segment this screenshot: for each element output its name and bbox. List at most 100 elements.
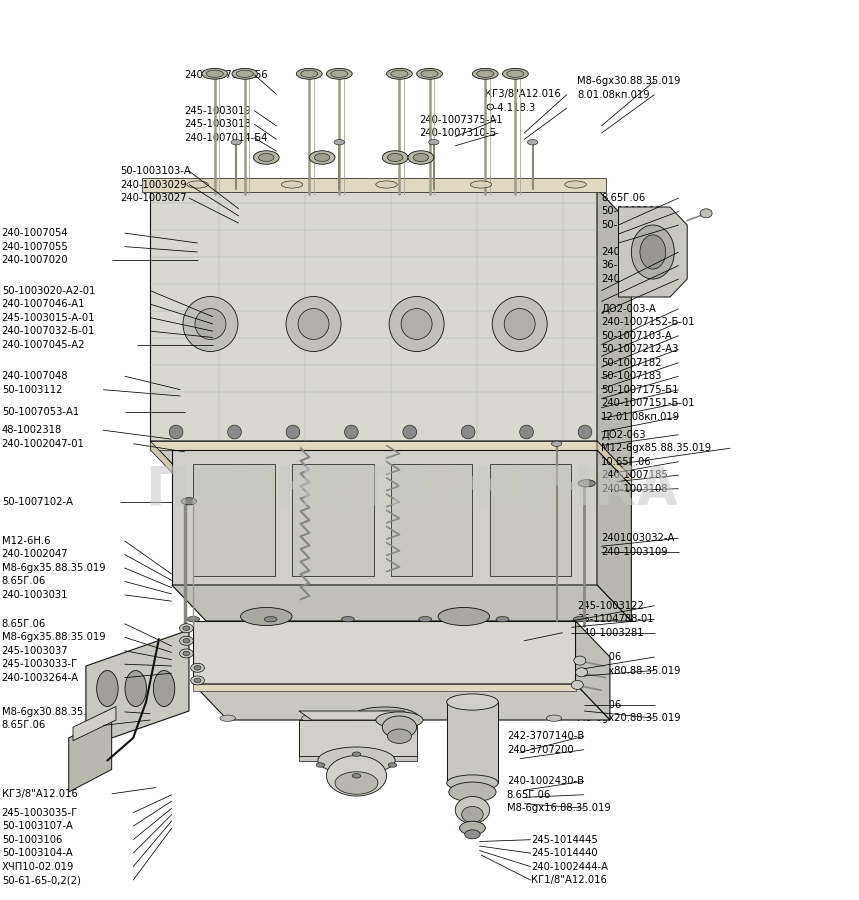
Text: 2,5х10: 2,5х10 [481,627,515,638]
Polygon shape [150,189,597,441]
Circle shape [169,425,183,439]
Ellipse shape [183,652,190,655]
Text: 245-1003015-А-01: 245-1003015-А-01 [2,312,95,323]
Ellipse shape [574,656,586,665]
Text: 50-1003107-А: 50-1003107-А [2,821,73,832]
Ellipse shape [477,70,494,77]
Text: Ф-4.118.3: Ф-4.118.3 [485,103,535,113]
Polygon shape [73,706,116,741]
Text: КГ3/8"А12.016: КГ3/8"А12.016 [2,788,77,799]
Ellipse shape [408,150,434,164]
Polygon shape [193,621,576,684]
Text: М8-6gх35.88.35.019: М8-6gх35.88.35.019 [2,632,106,643]
Ellipse shape [376,181,397,188]
Text: КГ1/8"А12.016: КГ1/8"А12.016 [531,875,606,886]
Ellipse shape [573,616,586,622]
Text: 245-1003033-Г: 245-1003033-Г [2,659,78,670]
Ellipse shape [232,68,258,79]
Ellipse shape [419,616,431,622]
Text: 240-1003109: 240-1003109 [601,546,668,557]
Ellipse shape [472,68,498,79]
Text: 240-1003037: 240-1003037 [601,247,667,257]
Ellipse shape [206,70,223,77]
Ellipse shape [388,762,397,767]
Ellipse shape [376,712,423,728]
Text: 240-1007185: 240-1007185 [601,470,668,481]
Polygon shape [391,464,472,576]
Text: 50-61-65-0,2(2): 50-61-65-0,2(2) [2,875,81,886]
Text: 240-1003108: 240-1003108 [601,483,667,494]
Polygon shape [299,720,312,756]
Text: 240-1003281: 240-1003281 [601,274,668,284]
Text: 240-1003027: 240-1003027 [120,193,187,203]
Text: 240-1007015-Б6: 240-1007015-Б6 [185,69,268,80]
Ellipse shape [331,70,348,77]
Ellipse shape [180,649,193,658]
Ellipse shape [382,716,417,738]
Ellipse shape [383,715,399,722]
Ellipse shape [497,616,509,622]
Ellipse shape [465,715,480,722]
Ellipse shape [507,70,524,77]
Polygon shape [299,756,417,760]
Ellipse shape [455,796,490,824]
Ellipse shape [180,624,193,633]
Circle shape [183,296,238,352]
Text: 50-1007103-А: 50-1007103-А [601,330,673,341]
Text: 12.01.08кп.019: 12.01.08кп.019 [601,411,680,422]
Text: 8.65Г.06: 8.65Г.06 [601,193,646,203]
Text: ДО2-063: ДО2-063 [601,429,646,440]
Polygon shape [142,178,606,192]
Polygon shape [597,441,631,486]
Ellipse shape [231,140,241,145]
Polygon shape [576,621,610,720]
Ellipse shape [352,752,361,756]
Ellipse shape [334,140,344,145]
Ellipse shape [194,666,201,670]
Text: 50-1003103-А: 50-1003103-А [120,166,191,176]
Polygon shape [299,720,417,756]
Text: ХЧП10-02.019: ХЧП10-02.019 [2,861,74,872]
Ellipse shape [391,70,408,77]
Ellipse shape [546,715,562,722]
Ellipse shape [460,822,485,835]
Text: 8.65Г.06: 8.65Г.06 [2,576,46,587]
Text: 240-1002047: 240-1002047 [2,549,69,560]
Text: 8.01.08кп.019: 8.01.08кп.019 [577,89,650,100]
Text: 2401003032-А: 2401003032-А [601,533,674,544]
Ellipse shape [335,772,378,795]
Ellipse shape [551,441,562,446]
Ellipse shape [350,707,419,729]
Circle shape [492,296,547,352]
Ellipse shape [309,150,335,164]
Ellipse shape [527,140,538,145]
Text: 242-3707140-В: 242-3707140-В [507,731,584,742]
Circle shape [298,309,329,339]
Ellipse shape [449,782,497,802]
Ellipse shape [253,150,279,164]
Ellipse shape [318,747,395,774]
Text: 50-1003104-А: 50-1003104-А [2,848,72,859]
Ellipse shape [180,636,193,645]
Ellipse shape [326,755,387,796]
Ellipse shape [265,616,277,622]
Polygon shape [618,207,687,297]
Text: 240-1007032-Б-01: 240-1007032-Б-01 [2,326,95,337]
Polygon shape [150,441,185,486]
Text: 50-1003119: 50-1003119 [601,206,661,217]
Text: 245-1003122: 245-1003122 [577,600,644,611]
Ellipse shape [296,68,322,79]
Ellipse shape [342,616,355,622]
Ellipse shape [382,150,408,164]
Circle shape [403,425,417,439]
Ellipse shape [183,639,190,643]
Ellipse shape [571,680,583,689]
Ellipse shape [462,806,483,823]
Text: 8.65Г.06: 8.65Г.06 [577,652,622,662]
Ellipse shape [181,498,197,505]
Ellipse shape [314,154,330,162]
Text: 50-1007175-Б1: 50-1007175-Б1 [601,384,679,395]
Ellipse shape [352,773,361,778]
Text: 50-1003112: 50-1003112 [2,384,62,395]
Ellipse shape [326,68,352,79]
